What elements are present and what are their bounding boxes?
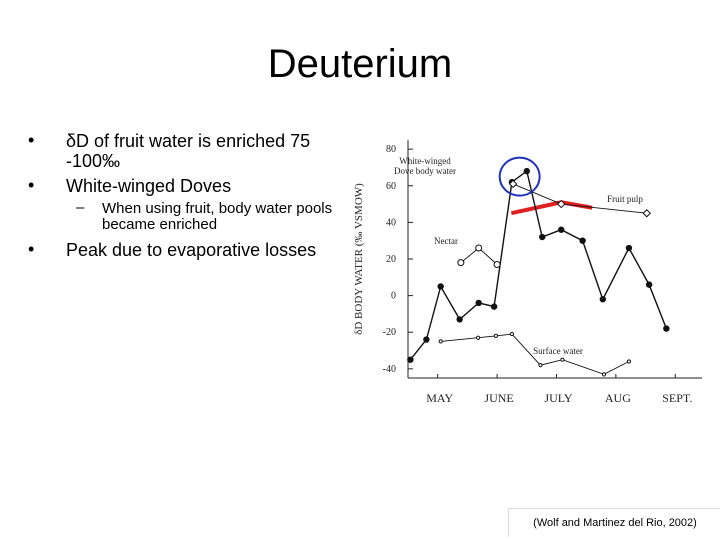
bullet-dot: • [28,239,35,259]
citation: (Wolf and Martinez del Rio, 2002) [508,508,720,537]
point [493,260,501,268]
point [475,244,483,252]
y-tick-label: 80 [386,144,396,155]
sub-bullet-dash: – [76,199,85,216]
bullet: Peak due to evaporative losses [66,240,317,260]
y-axis-label: δD BODY WATER (‰ VSMOW) [353,183,365,335]
y-tick-label: 0 [391,291,396,302]
bullet-dot: • [28,175,35,195]
point [625,244,633,252]
y-tick-label: 20 [386,254,396,265]
series-label: Fruit pulp [607,194,643,204]
highlight-line [510,200,562,216]
figure: 80 60 40 20 0 -20 -40 MAY JUNE JULY AUG SEPT. δD BOD… [338,136,720,416]
y-tick-label: -20 [383,327,396,338]
series-label: White-winged Dove body water [394,156,456,176]
chart: 80 60 40 20 0 -20 -40 MAY JUNE JULY AUG SEPT. δD BOD… [353,140,702,405]
point [475,299,482,307]
sub-bullet: When using fruit, body water pools becam… [102,200,333,233]
x-tick-label: AUG [605,391,631,405]
point [538,363,543,368]
point [626,359,632,364]
point [579,237,586,244]
point [456,316,463,323]
series-label: Nectar [434,236,458,246]
y-tick-label: 60 [386,181,396,192]
point [558,226,565,233]
point [437,283,444,290]
bullet: δD of fruit water is enriched 75 -100‰ [66,131,311,171]
y-tick-label: 40 [386,217,396,228]
highlight-circle [498,156,541,197]
point [523,167,530,175]
series-line [440,333,630,375]
bullet-dot: • [28,130,35,150]
point [645,281,653,288]
slide-title: Deuterium [267,42,453,86]
point [539,233,546,241]
y-tick-label: -40 [383,364,396,375]
series-label: Surface water [533,346,583,356]
bullet: White-winged Doves [66,176,232,196]
point [423,336,430,343]
point [493,333,499,338]
point [642,209,651,218]
point [601,372,607,377]
point [509,331,515,337]
point [490,303,498,310]
point [508,179,518,189]
x-tick-label: MAY [426,391,453,405]
x-tick-label: JULY [544,391,572,405]
point [457,259,465,267]
point [475,335,481,340]
point [663,325,670,332]
point [599,296,607,303]
x-tick-label: SEPT. [662,391,692,405]
point [407,356,414,363]
point [557,199,566,209]
x-tick-label: JUNE [484,391,513,405]
point [560,357,565,362]
point [438,339,443,344]
